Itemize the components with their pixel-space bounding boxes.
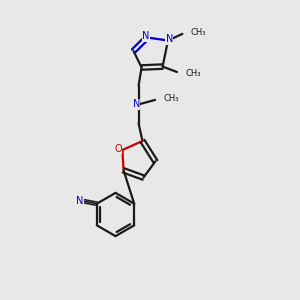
Text: O: O xyxy=(114,144,122,154)
Text: N: N xyxy=(76,196,84,206)
Text: N: N xyxy=(142,31,149,41)
Text: N: N xyxy=(133,99,140,110)
Text: CH₃: CH₃ xyxy=(164,94,179,103)
Text: CH₃: CH₃ xyxy=(185,69,201,78)
Text: N: N xyxy=(166,34,173,44)
Text: CH₃: CH₃ xyxy=(191,28,206,37)
